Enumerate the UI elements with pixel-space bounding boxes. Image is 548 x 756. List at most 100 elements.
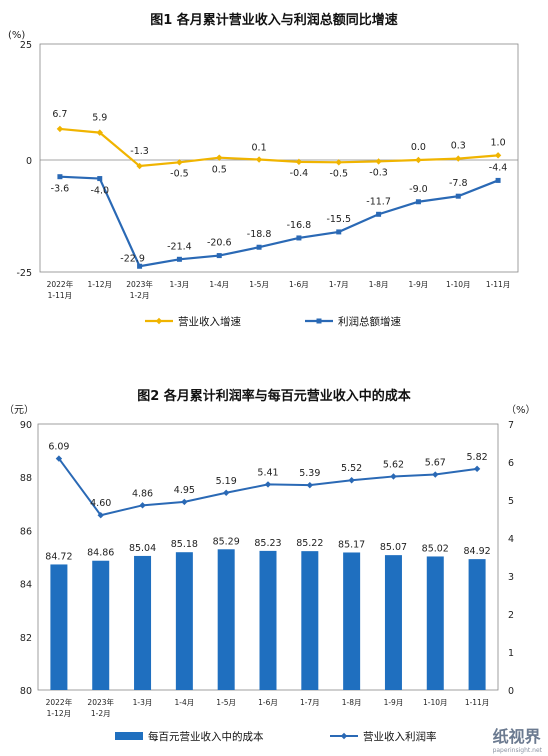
chart1-series-line: [59, 175, 499, 268]
chart1-x-tick: 2022年: [47, 279, 74, 289]
chart1-y-unit: (%): [8, 30, 25, 41]
chart2-bar-label: 84.92: [463, 546, 490, 557]
chart2-legend-line-marker: [340, 732, 348, 740]
chart2-bar-label: 85.29: [213, 536, 240, 547]
chart2-line-label: 5.52: [341, 463, 362, 474]
chart2-x-tick: 1-12月: [47, 709, 72, 718]
chart1-legend-revenue-label: 营业收入增速: [178, 315, 241, 328]
chart2-y-tick-right: 4: [508, 534, 514, 545]
chart2-y-tick-right: 5: [508, 496, 514, 507]
chart2-y-unit-left: （元）: [4, 404, 34, 416]
chart2-line-label: 4.60: [90, 498, 111, 509]
chart1-profit-point: [455, 193, 461, 199]
chart1-x-tick: 1-5月: [249, 280, 269, 289]
chart2-bar: [343, 552, 361, 690]
chart2-x-tick: 2022年: [46, 697, 73, 707]
chart2-line-point: [306, 481, 314, 489]
chart1-revenue-point: [455, 155, 462, 162]
chart1-y-tick: -25: [16, 268, 32, 279]
chart1-plot-frame: [39, 43, 519, 273]
chart2-bar: [468, 559, 486, 690]
chart1-x-tick: 1-11月: [48, 291, 73, 300]
chart1-profit-label: -3.6: [51, 184, 70, 195]
chart2-legend-bar-swatch: [115, 732, 143, 740]
chart2-y-tick-right: 7: [508, 420, 514, 431]
chart1-x-tick: 1-7月: [329, 280, 349, 289]
chart1-revenue-point: [494, 152, 502, 159]
chart2-bar-label: 85.22: [296, 538, 323, 549]
chart2-bar-label: 84.72: [45, 551, 72, 562]
chart2-x-tick: 1-9月: [384, 698, 404, 707]
chart2-x-tick: 1-6月: [258, 698, 278, 707]
chart1-profit-point: [495, 177, 501, 183]
chart1-revenue-point: [255, 156, 263, 163]
chart1-title: 图1 各月累计营业收入与利润总额同比增速: [150, 12, 398, 28]
chart2-bar-label: 85.23: [254, 538, 281, 549]
chart1-profit-label: -16.8: [287, 220, 312, 231]
chart2-y-tick-left: 90: [20, 420, 32, 431]
chart2-y-tick-left: 88: [20, 473, 32, 484]
chart1-x-tick: 1-6月: [289, 280, 309, 289]
chart2-y-tick-right: 2: [508, 610, 514, 621]
chart1-x-tick: 1-8月: [369, 280, 389, 289]
chart2-line-label: 5.39: [299, 468, 320, 479]
chart1-revenue-label: 6.7: [52, 109, 67, 120]
chart1-profit-label: -20.6: [207, 238, 232, 249]
chart1-profit-point: [176, 256, 182, 262]
chart2-y-tick-left: 84: [20, 580, 32, 591]
chart2-bar: [217, 549, 235, 690]
chart1-x-tick: 1-4月: [209, 280, 229, 289]
chart1-revenue-point: [295, 158, 303, 166]
chart2-y-unit-right: （%）: [506, 404, 536, 416]
chart2-bar-label: 85.18: [171, 539, 198, 550]
chart2-line-point: [390, 473, 397, 480]
chart2-x-tick: 1-4月: [174, 698, 194, 707]
chart1-profit-label: -7.8: [449, 178, 468, 189]
chart1-x-tick: 1-2月: [130, 291, 150, 300]
chart1-x-tick: 1-9月: [409, 280, 429, 289]
chart2-line-point: [55, 455, 63, 462]
chart2-x-tick: 1-7月: [300, 698, 320, 707]
chart2-bar: [175, 552, 193, 690]
chart2-bar: [50, 564, 68, 690]
chart2-y-tick-left: 86: [20, 526, 32, 537]
chart2-line-label: 4.86: [132, 488, 153, 499]
chart1-profit-point: [376, 211, 382, 217]
chart2-x-tick: 1-3月: [133, 698, 153, 707]
chart2-y-tick-right: 1: [508, 648, 514, 659]
chart1-profit-point: [336, 229, 342, 235]
chart1-y-tick: 25: [20, 40, 32, 51]
chart1-revenue-label: 0.1: [252, 143, 267, 154]
chart1-profit-point: [415, 199, 421, 205]
chart2-bar: [384, 555, 402, 690]
chart1-profit-point: [97, 176, 103, 182]
chart1-revenue-point: [176, 159, 183, 166]
chart1-profit-label: -11.7: [366, 196, 391, 207]
chart2-legend-line-label: 营业收入利润率: [363, 730, 437, 743]
chart1-revenue-point: [56, 125, 64, 133]
chart1-revenue-label: -0.3: [369, 167, 388, 178]
chart1-profit-label: -15.5: [326, 214, 351, 225]
chart1-profit-label: -9.0: [409, 184, 428, 195]
chart1-revenue-label: 0.0: [411, 142, 426, 153]
chart1-profit-point: [216, 253, 222, 259]
watermark: 纸视界 paperinsight.net: [493, 723, 542, 754]
chart2-title: 图2 各月累计利润率与每百元营业收入中的成本: [137, 388, 411, 404]
chart1-x-tick: 1-10月: [446, 280, 471, 289]
chart1-revenue-point: [96, 129, 103, 136]
watermark-text: 纸视界: [492, 727, 541, 746]
chart1-series-line: [59, 127, 499, 168]
chart1-revenue-label: 1.0: [491, 137, 506, 148]
chart1-legend-revenue-marker: [155, 317, 163, 325]
chart1-revenue-point: [216, 154, 223, 161]
chart2-bar-label: 85.17: [338, 539, 365, 550]
chart1-revenue-label: 0.5: [212, 165, 227, 176]
chart1-revenue-label: 0.3: [451, 141, 466, 152]
chart1-profit-point: [57, 174, 63, 180]
chart1-revenue-point: [415, 156, 422, 164]
chart2-line-label: 5.67: [425, 458, 446, 469]
chart2-line-label: 5.19: [216, 476, 237, 487]
chart2-bar: [426, 556, 444, 690]
chart2-line-point: [222, 489, 230, 496]
